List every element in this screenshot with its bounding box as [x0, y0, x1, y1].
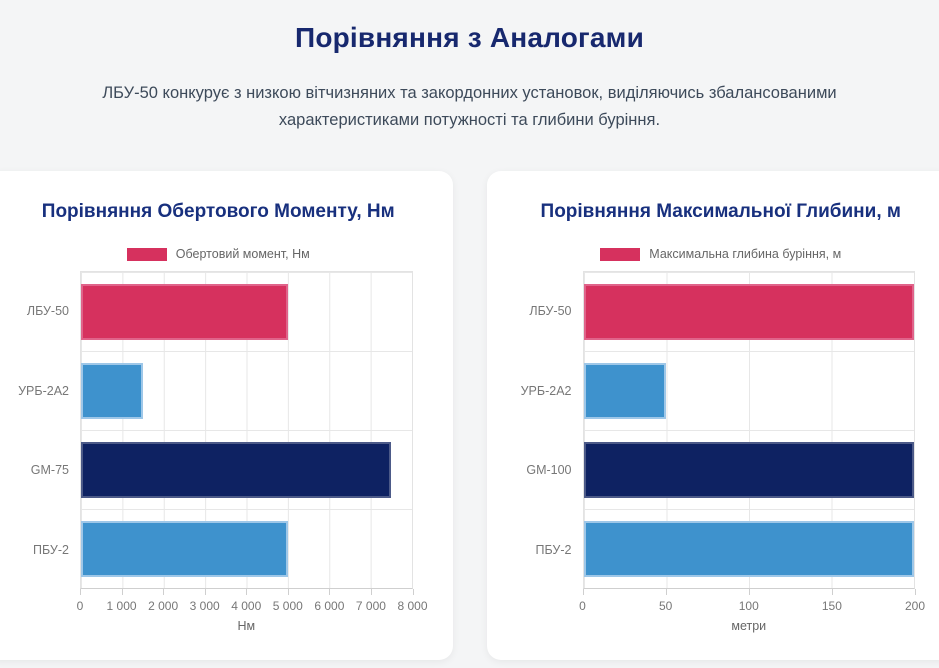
depth-chart-title: Порівняння Максимальної Глибини, м [540, 201, 901, 223]
category-label: GM-100 [526, 463, 572, 478]
legend-label: Обертовий момент, Нм [175, 247, 310, 262]
category-axis: ЛБУ-50 УРБ-2А2 GM-100 ПБУ-2 [487, 271, 583, 589]
tick-label: 200 [904, 599, 926, 614]
tick-mark [748, 589, 750, 596]
bar-row [583, 272, 914, 351]
x-axis-title: Нм [237, 619, 256, 634]
category-label: ЛБУ-50 [26, 304, 69, 319]
tick-label: 0 [76, 599, 84, 614]
x-axis: 0 1 000 2 000 3 000 4 000 5 000 6 000 7 000 8 00… [0, 589, 453, 633]
chart-plot-area: ЛБУ-50 УРБ-2А2 GM-100 ПБУ-2 [487, 271, 939, 590]
legend-label: Максимальна глибина буріння, м [649, 247, 842, 262]
page-subtitle: ЛБУ-50 конкурує з низкою вітчизняних та … [102, 84, 837, 129]
tick-mark [329, 589, 331, 596]
torque-bar-chart: Обертовий момент, Нм ЛБУ-50 УРБ-2А2 GM-75 ПБ… [0, 247, 453, 633]
x-ticks: 0 1 000 2 000 3 000 4 000 5 000 6 000 7 000 8 00… [76, 589, 428, 616]
bar-row [81, 272, 412, 351]
tick-label: 150 [821, 599, 842, 614]
chart-bar[interactable] [583, 441, 914, 499]
category-label: ПБУ-2 [535, 542, 572, 557]
bar-row [81, 351, 412, 430]
chart-bar[interactable] [81, 441, 391, 499]
legend-swatch [126, 247, 167, 261]
tick-mark [582, 589, 584, 596]
category-label: ПБУ-2 [33, 542, 69, 557]
tick-mark [412, 589, 414, 596]
depth-chart-card: Порівняння Максимальної Глибини, м Макси… [486, 171, 939, 661]
bar-row [583, 351, 915, 430]
tick-mark [370, 589, 372, 596]
tick-label: 5 000 [272, 599, 303, 614]
tick-mark [665, 589, 667, 596]
axis-spacer [0, 616, 80, 633]
page-header: Порівняння з Аналогами ЛБУ-50 конкурує з… [0, 0, 939, 133]
bar-row [81, 430, 412, 509]
tick-mark [80, 589, 81, 596]
tick-label: 50 [658, 599, 673, 614]
tick-label: 3 000 [189, 599, 220, 614]
tick-mark [246, 589, 248, 596]
bar-row [583, 430, 914, 509]
category-label: GM-75 [30, 463, 69, 478]
chart-bar[interactable] [81, 283, 288, 341]
tick-label: 8 000 [397, 599, 428, 614]
tick-label: 7 000 [355, 599, 386, 614]
tick-label: 2 000 [148, 599, 179, 614]
tick-mark [163, 589, 165, 596]
tick-mark [287, 589, 289, 596]
axis-spacer [487, 589, 583, 616]
category-label: УРБ-2А2 [520, 383, 572, 398]
tick-mark [121, 589, 123, 596]
tick-label: 4 000 [231, 599, 262, 614]
tick-label: 1 000 [106, 599, 137, 614]
chart-legend[interactable]: Обертовий момент, Нм [0, 247, 453, 261]
chart-bar[interactable] [81, 362, 143, 420]
chart-bar[interactable] [583, 520, 914, 578]
chart-bar[interactable] [583, 362, 667, 420]
bar-row [81, 509, 412, 588]
legend-swatch [600, 247, 641, 261]
tick-mark [915, 589, 916, 596]
x-ticks: 0 50 100 150 200 [579, 589, 925, 616]
chart-bar[interactable] [81, 520, 288, 578]
tick-label: 6 000 [314, 599, 345, 614]
page-title: Порівняння з Аналогами [295, 22, 644, 53]
tick-label: 100 [738, 599, 759, 614]
chart-bar[interactable] [583, 283, 914, 341]
x-axis: 0 50 100 150 200 метри [487, 589, 939, 633]
x-axis-title: метри [731, 619, 767, 634]
bar-row [583, 509, 914, 588]
tick-mark [204, 589, 206, 596]
plot-grid [80, 271, 413, 590]
depth-bar-chart: Максимальна глибина буріння, м ЛБУ-50 УРБ-… [487, 247, 939, 633]
charts-row: Порівняння Обертового Моменту, Нм Оберто… [0, 171, 939, 661]
axis-spacer [487, 616, 583, 633]
category-label: УРБ-2А2 [18, 383, 69, 398]
plot-grid [582, 271, 915, 590]
torque-chart-title: Порівняння Обертового Моменту, Нм [41, 201, 395, 223]
category-axis: ЛБУ-50 УРБ-2А2 GM-75 ПБУ-2 [0, 271, 80, 589]
tick-mark [831, 589, 833, 596]
tick-label: 0 [579, 599, 586, 614]
axis-spacer [0, 589, 80, 616]
chart-legend[interactable]: Максимальна глибина буріння, м [487, 247, 939, 261]
chart-plot-area: ЛБУ-50 УРБ-2А2 GM-75 ПБУ-2 [0, 271, 453, 590]
torque-chart-card: Порівняння Обертового Моменту, Нм Оберто… [0, 171, 453, 661]
category-label: ЛБУ-50 [529, 304, 572, 319]
